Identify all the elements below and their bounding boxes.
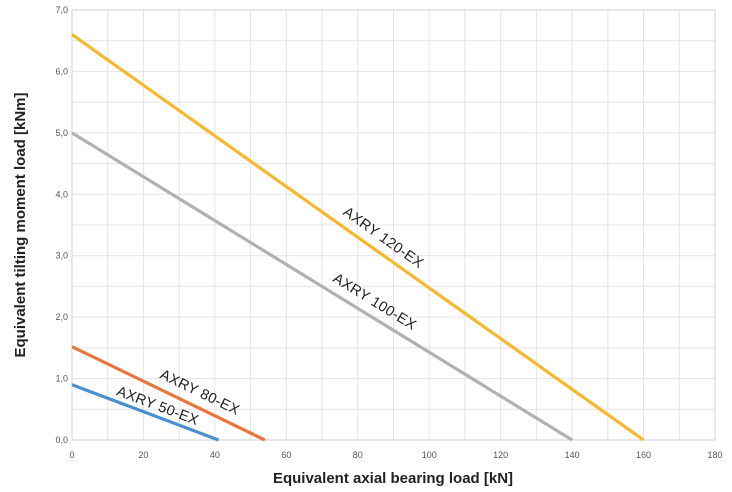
x-tick-label: 40 <box>210 450 220 460</box>
y-tick-label: 2,0 <box>55 312 68 322</box>
x-tick-label: 20 <box>138 450 148 460</box>
x-tick-label: 160 <box>636 450 651 460</box>
series-line-axry-50-ex <box>71 383 220 442</box>
tick-labels: 0 20 40 60 80 100 120 140 160 180 0,0 1,0 2,0 3,0 4,0 5… <box>55 5 722 460</box>
y-tick-label: 3,0 <box>55 251 68 261</box>
series-line-axry-80-ex <box>71 345 266 442</box>
x-tick-label: 180 <box>707 450 722 460</box>
series-lines <box>71 33 645 442</box>
x-tick-label: 60 <box>281 450 291 460</box>
y-tick-label: 1,0 <box>55 374 68 384</box>
x-tick-label: 140 <box>565 450 580 460</box>
x-tick-label: 80 <box>353 450 363 460</box>
x-axis-label: Equivalent axial bearing load [kN] <box>273 470 513 487</box>
y-axis-label: Equivalent tilting moment load [kNm] <box>12 92 29 357</box>
y-tick-label: 0,0 <box>55 435 68 445</box>
series-line-axry-120-ex <box>71 33 645 442</box>
series-label: AXRY 100-EX <box>330 271 419 334</box>
grid <box>72 10 715 440</box>
plot-frame <box>71 9 716 441</box>
x-tick-label: 0 <box>69 450 74 460</box>
y-tick-label: 7,0 <box>55 5 68 15</box>
x-tick-label: 100 <box>422 450 437 460</box>
y-tick-label: 4,0 <box>55 189 68 199</box>
series-line-axry-100-ex <box>71 131 573 442</box>
y-tick-label: 5,0 <box>55 128 68 138</box>
y-tick-label: 6,0 <box>55 66 68 76</box>
x-tick-label: 120 <box>493 450 508 460</box>
series-label: AXRY 120-EX <box>340 204 426 272</box>
